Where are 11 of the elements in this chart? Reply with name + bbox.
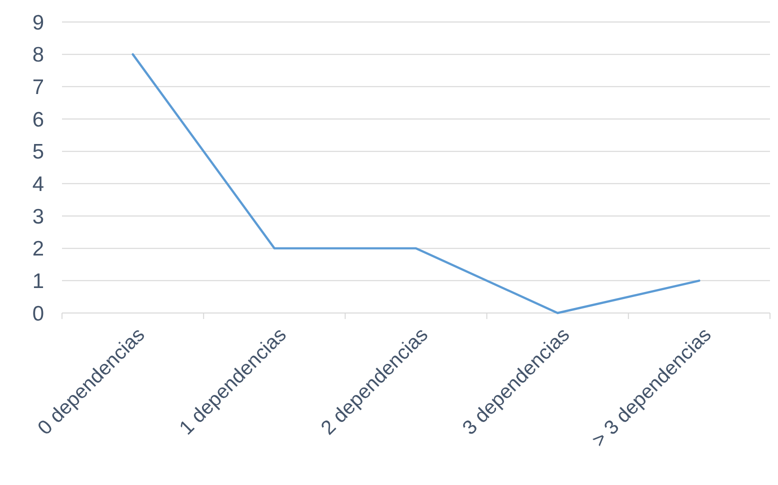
y-tick-label: 5: [32, 140, 44, 164]
y-tick-label: 0: [32, 302, 44, 326]
y-tick-label: 8: [32, 44, 44, 67]
y-tick-label: 4: [32, 173, 44, 196]
line-series: [132, 53, 700, 314]
y-tick-label: 7: [32, 76, 44, 100]
y-tick-label: 9: [32, 11, 44, 34]
y-tick-label: 6: [32, 108, 44, 132]
y-tick-label: 3: [32, 205, 44, 228]
y-tick-label: 1: [32, 270, 44, 294]
y-tick-label: 2: [32, 238, 44, 261]
